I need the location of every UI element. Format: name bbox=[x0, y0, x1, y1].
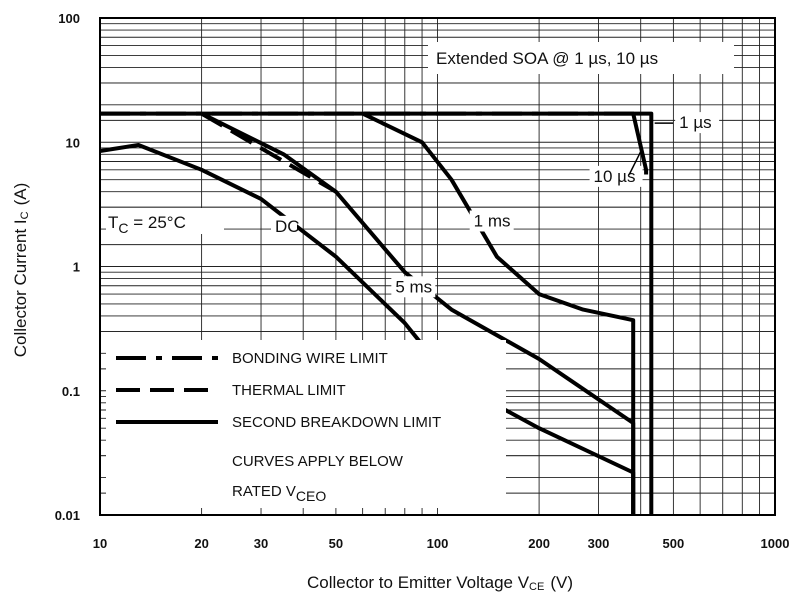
x-tick-labels: 10 20 30 50 100 200 300 500 1000 bbox=[93, 536, 790, 551]
y-tick-label: 0.01 bbox=[55, 508, 80, 523]
x-tick-label: 30 bbox=[254, 536, 268, 551]
legend: BONDING WIRE LIMIT THERMAL LIMIT SECOND BR… bbox=[106, 340, 506, 508]
x-tick-label: 200 bbox=[528, 536, 550, 551]
legend-entry-label: BONDING WIRE LIMIT bbox=[232, 350, 388, 367]
curve-label-bg bbox=[675, 112, 720, 134]
grid bbox=[99, 18, 775, 516]
curve-label: 10 µs bbox=[594, 167, 636, 186]
curve-label: 1 µs bbox=[679, 113, 711, 132]
curve-label-bg bbox=[469, 210, 514, 232]
y-tick-labels: 100 10 1 0.1 0.01 bbox=[55, 11, 80, 523]
curve-label: 5 ms bbox=[395, 277, 432, 296]
x-tick-label: 100 bbox=[427, 536, 449, 551]
series-1-s-line bbox=[100, 111, 654, 515]
plot-frame bbox=[99, 17, 776, 516]
y-axis-title-sub: C bbox=[19, 211, 31, 219]
curve-label-bg bbox=[391, 276, 436, 298]
curve-label-bg bbox=[270, 215, 297, 237]
y-tick-label: 0.1 bbox=[62, 384, 80, 399]
extended-soa-box bbox=[428, 42, 734, 74]
curve-labels: 1 µs 10 µs 1 ms 5 ms DC bbox=[270, 112, 720, 298]
curve-label: DC bbox=[275, 217, 300, 236]
temperature-condition-label: TC = 25°C bbox=[108, 213, 186, 236]
legend-note-line2: RATED VCEO bbox=[232, 483, 326, 504]
leader-10us bbox=[628, 147, 644, 175]
x-tick-label: 1000 bbox=[761, 536, 790, 551]
x-tick-label: 10 bbox=[93, 536, 107, 551]
condition-t: T bbox=[108, 213, 118, 232]
condition-sub: C bbox=[118, 220, 128, 236]
legend-note-sub: CEO bbox=[296, 488, 326, 504]
x-axis-title-unit: (V) bbox=[550, 573, 573, 592]
series-10-s-line bbox=[631, 113, 649, 175]
curve-label: 1 ms bbox=[474, 211, 511, 230]
x-tick-label: 20 bbox=[194, 536, 208, 551]
condition-rest: = 25°C bbox=[129, 213, 186, 232]
legend-entry-label: SECOND BREAKDOWN LIMIT bbox=[232, 414, 441, 431]
x-axis-title-sub: CE bbox=[529, 581, 544, 593]
series-dc-line bbox=[99, 143, 636, 515]
curves bbox=[99, 111, 654, 515]
x-axis-title: Collector to Emitter Voltage VCE (V) bbox=[307, 573, 573, 593]
y-tick-label: 10 bbox=[66, 135, 80, 150]
series-1-ms-line bbox=[361, 111, 636, 515]
y-tick-label: 1 bbox=[73, 260, 80, 275]
x-tick-label: 300 bbox=[588, 536, 610, 551]
extended-soa-label: Extended SOA @ 1 µs, 10 µs bbox=[436, 49, 658, 68]
legend-note-line1: CURVES APPLY BELOW bbox=[232, 453, 404, 470]
x-tick-label: 500 bbox=[663, 536, 685, 551]
x-axis-title-main: Collector to Emitter Voltage V bbox=[307, 573, 530, 592]
y-axis-title: Collector Current IC (A) bbox=[11, 183, 31, 358]
y-tick-label: 100 bbox=[58, 11, 80, 26]
curve-label-bg bbox=[589, 165, 643, 187]
legend-entry-label: THERMAL LIMIT bbox=[232, 382, 346, 399]
y-axis-title-main: Collector Current I bbox=[11, 219, 30, 357]
series-thermal-limit-line bbox=[200, 111, 337, 194]
y-axis-title-unit: (A) bbox=[11, 183, 30, 206]
condition-label-bg bbox=[106, 208, 224, 234]
x-tick-label: 50 bbox=[329, 536, 343, 551]
